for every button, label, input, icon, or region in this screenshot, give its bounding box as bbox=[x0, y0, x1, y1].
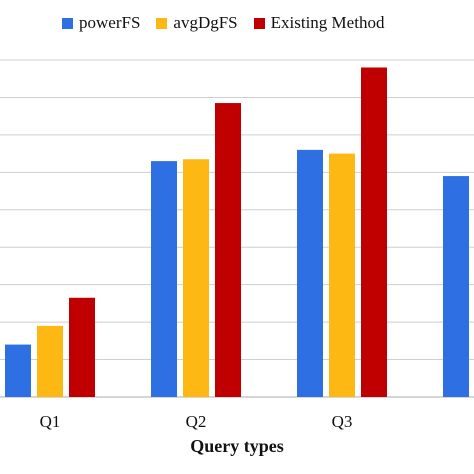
bar-avgdgfs-q2 bbox=[183, 159, 209, 397]
legend-swatch-powerfs bbox=[62, 17, 73, 29]
bar-avgdgfs-q3 bbox=[329, 153, 355, 397]
legend-label-avgdgfs: avgDgFS bbox=[173, 13, 238, 32]
x-tick-label-q1: Q1 bbox=[40, 412, 61, 431]
bar-powerfs-q2 bbox=[151, 161, 177, 397]
bar-existing-method-q3 bbox=[361, 67, 387, 397]
legend-item-powerfs: powerFS bbox=[62, 13, 140, 33]
bar-powerfs-q3 bbox=[297, 149, 323, 397]
bar-existing-method-q1 bbox=[69, 297, 95, 397]
bar-powerfs-group4 bbox=[443, 176, 469, 397]
legend-label-existing-method: Existing Method bbox=[270, 13, 385, 32]
legend: powerFS avgDgFS Existing Method bbox=[62, 13, 384, 33]
legend-swatch-avgdgfs bbox=[156, 17, 168, 29]
x-tick-label-q2: Q2 bbox=[186, 412, 207, 431]
bar-powerfs-q1 bbox=[5, 344, 31, 397]
legend-item-avgdgfs: avgDgFS bbox=[156, 13, 238, 33]
bar-avgdgfs-q1 bbox=[37, 325, 63, 397]
legend-label-powerfs: powerFS bbox=[79, 13, 141, 32]
bar-existing-method-q2 bbox=[215, 103, 241, 398]
x-tick-label-q3: Q3 bbox=[332, 412, 353, 431]
legend-item-existing-method: Existing Method bbox=[253, 13, 385, 33]
legend-swatch-existing-method bbox=[253, 17, 265, 29]
x-axis-title: Query types bbox=[190, 436, 284, 456]
